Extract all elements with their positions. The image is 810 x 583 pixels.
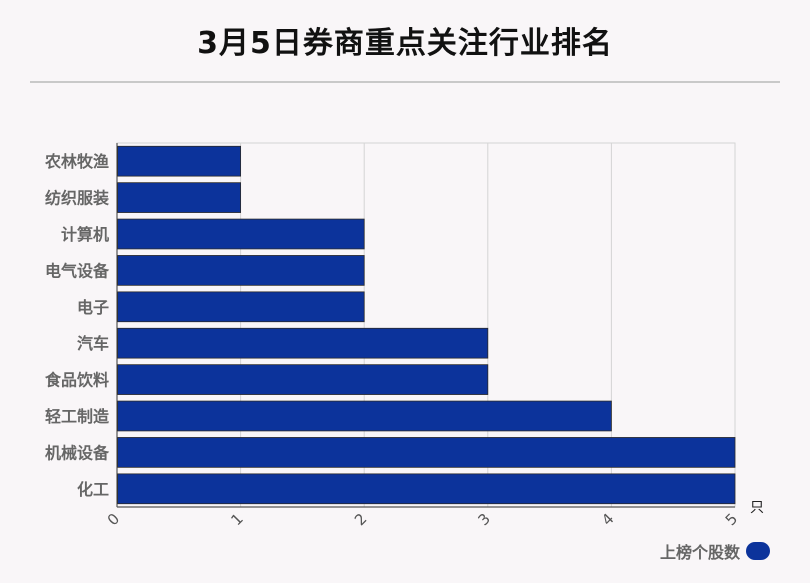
category-label: 汽车 bbox=[77, 334, 109, 353]
legend[interactable]: 上榜个股数 bbox=[660, 540, 770, 562]
category-label: 化工 bbox=[77, 480, 109, 499]
bar[interactable] bbox=[117, 400, 612, 432]
category-label: 电气设备 bbox=[45, 261, 110, 280]
chart-title: 3月5日券商重点关注行业排名 bbox=[197, 26, 613, 61]
x-tick-label: 0 bbox=[104, 510, 123, 529]
bar[interactable] bbox=[117, 364, 489, 395]
legend-swatch bbox=[746, 542, 770, 560]
category-label: 轻工制造 bbox=[45, 407, 110, 426]
bar[interactable] bbox=[117, 182, 241, 213]
legend-label: 上榜个股数 bbox=[659, 543, 740, 562]
bar[interactable] bbox=[117, 327, 489, 359]
bar[interactable] bbox=[117, 145, 241, 177]
bar[interactable] bbox=[117, 218, 365, 250]
x-tick-label: 4 bbox=[598, 510, 617, 529]
x-tick-label: 1 bbox=[227, 510, 246, 529]
x-tick-label: 2 bbox=[351, 510, 370, 529]
category-label: 机械设备 bbox=[45, 443, 110, 462]
category-label: 电子 bbox=[77, 298, 109, 317]
bar[interactable] bbox=[117, 437, 736, 468]
category-label: 农林牧渔 bbox=[44, 152, 109, 171]
category-label: 食品饮料 bbox=[44, 371, 109, 390]
bars bbox=[117, 145, 736, 505]
grid-lines bbox=[116, 142, 736, 508]
bar[interactable] bbox=[117, 255, 365, 286]
x-axis-unit: 只 bbox=[750, 500, 764, 516]
bar[interactable] bbox=[117, 291, 365, 323]
x-tick-labels: 0 1 2 3 4 5 bbox=[104, 510, 741, 529]
title-divider bbox=[30, 81, 780, 83]
category-label: 纺织服装 bbox=[45, 189, 109, 208]
category-label: 计算机 bbox=[61, 225, 109, 244]
bar[interactable] bbox=[117, 473, 736, 505]
x-tick-label: 5 bbox=[722, 510, 741, 529]
x-tick-label: 3 bbox=[475, 510, 494, 529]
